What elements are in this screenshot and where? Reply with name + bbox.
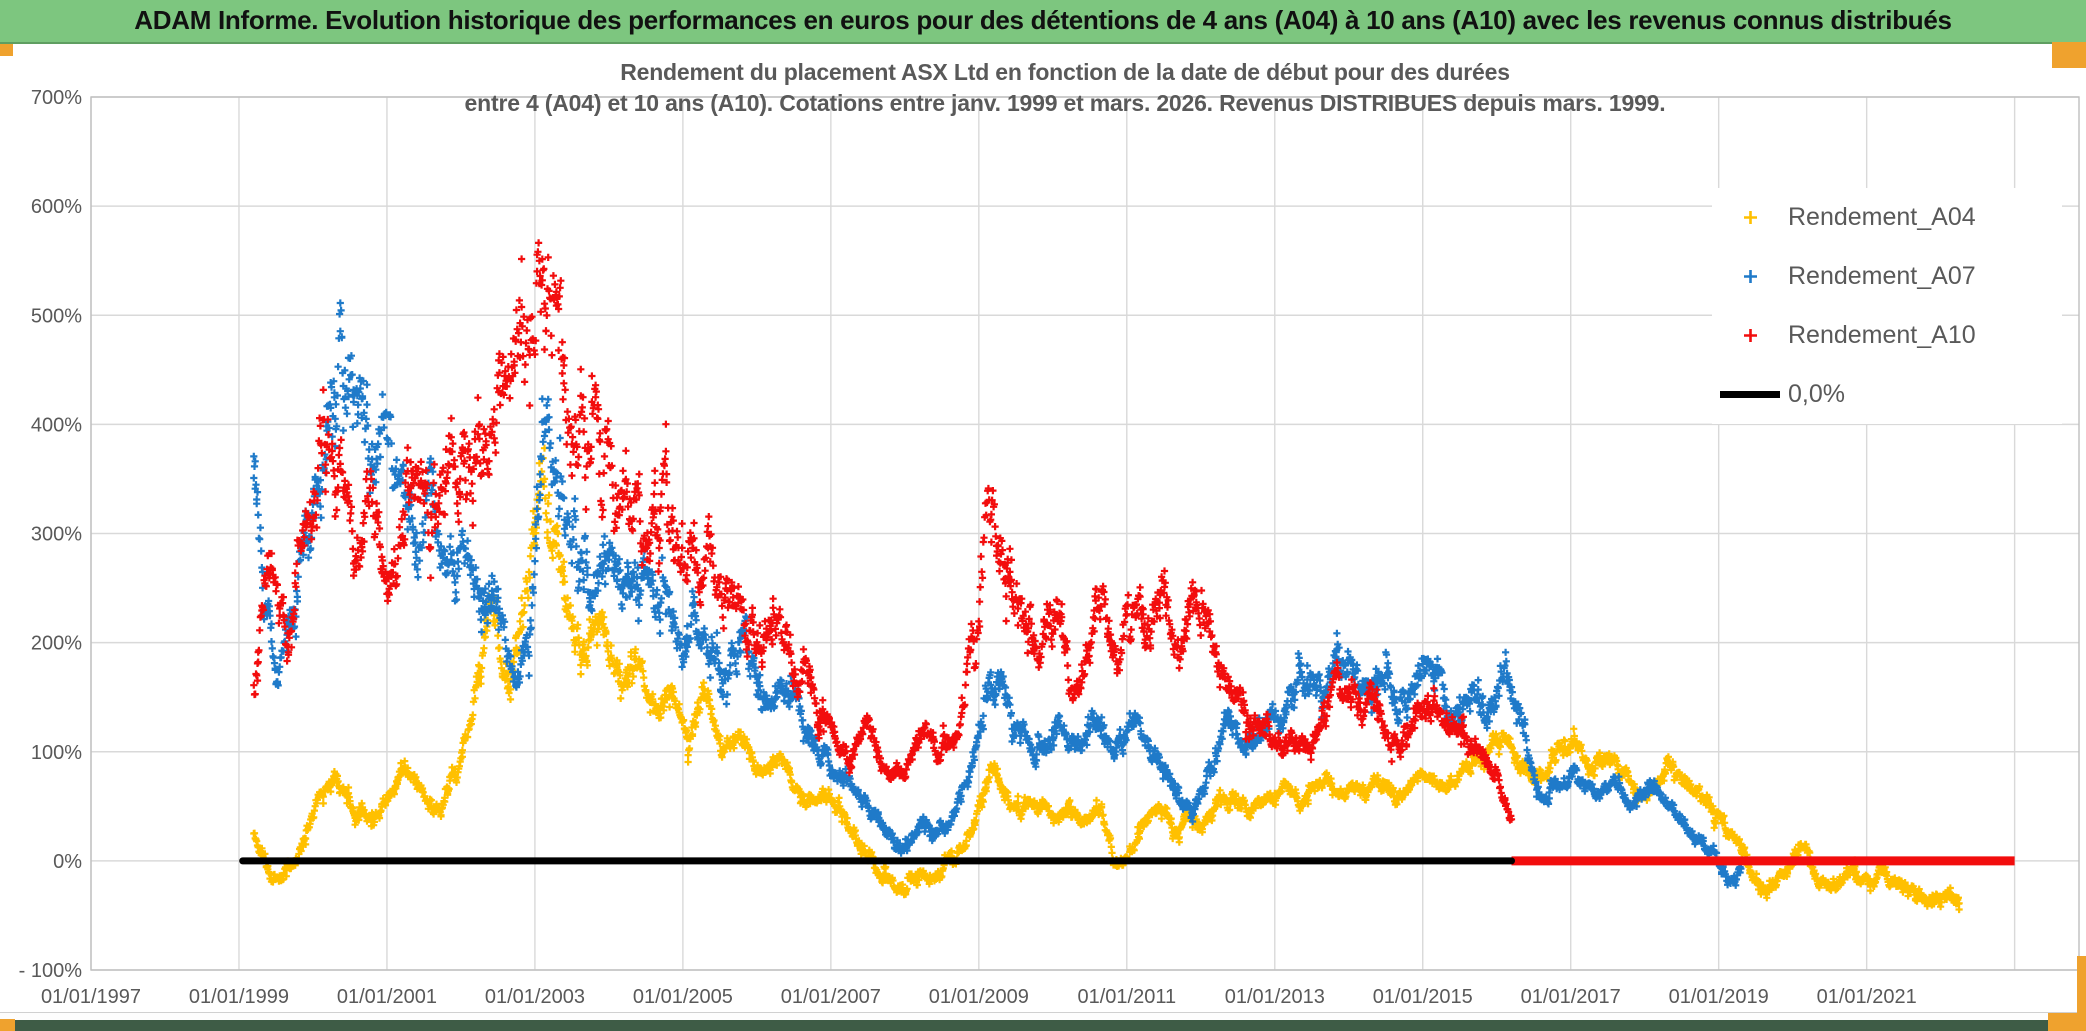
chart-legend: Rendement_A04 Rendement_A07 Rendement_A1…	[1712, 188, 2062, 424]
svg-text:01/01/2021: 01/01/2021	[1817, 986, 1917, 1008]
svg-text:01/01/2013: 01/01/2013	[1225, 986, 1325, 1008]
legend-item-zero-line[interactable]: 0,0%	[1712, 365, 2062, 424]
svg-text:01/01/1999: 01/01/1999	[189, 986, 289, 1008]
corner-accent-top-left	[0, 44, 13, 56]
chart-title-line2: entre 4 (A04) et 10 ans (A10). Cotations…	[464, 90, 1666, 116]
header-bar: ADAM Informe. Evolution historique des p…	[0, 0, 2086, 44]
svg-text:600%: 600%	[31, 196, 82, 218]
svg-text:- 100%: - 100%	[19, 960, 83, 982]
bottom-strip	[0, 1020, 2086, 1031]
zero-line-swatch	[1720, 391, 1780, 398]
svg-text:01/01/1997: 01/01/1997	[41, 986, 141, 1008]
svg-text:200%: 200%	[31, 633, 82, 655]
svg-text:01/01/2007: 01/01/2007	[781, 986, 881, 1008]
svg-text:01/01/2001: 01/01/2001	[337, 986, 437, 1008]
corner-accent-top-right	[2052, 42, 2086, 68]
svg-text:01/01/2005: 01/01/2005	[633, 986, 733, 1008]
legend-label: Rendement_A10	[1788, 321, 1976, 349]
svg-text:700%: 700%	[31, 87, 82, 109]
edge-accent-right	[2077, 956, 2086, 1031]
svg-text:01/01/2019: 01/01/2019	[1669, 986, 1769, 1008]
legend-item-rendement-a07[interactable]: Rendement_A07	[1712, 247, 2062, 306]
chart-title-line1: Rendement du placement ASX Ltd en foncti…	[620, 59, 1510, 85]
svg-text:300%: 300%	[31, 524, 82, 546]
svg-text:100%: 100%	[31, 742, 82, 764]
bottom-band	[0, 1012, 2086, 1021]
legend-label: Rendement_A04	[1788, 203, 1976, 231]
plus-marker-icon	[1712, 327, 1788, 344]
chart-title: Rendement du placement ASX Ltd en foncti…	[340, 57, 1790, 119]
svg-text:500%: 500%	[31, 305, 82, 327]
svg-text:01/01/2017: 01/01/2017	[1521, 986, 1621, 1008]
legend-item-rendement-a04[interactable]: Rendement_A04	[1712, 188, 2062, 247]
svg-text:400%: 400%	[31, 414, 82, 436]
legend-item-rendement-a10[interactable]: Rendement_A10	[1712, 306, 2062, 365]
svg-text:01/01/2015: 01/01/2015	[1373, 986, 1473, 1008]
svg-text:01/01/2009: 01/01/2009	[929, 986, 1029, 1008]
svg-text:01/01/2003: 01/01/2003	[485, 986, 585, 1008]
corner-accent-bottom-left	[0, 1019, 15, 1031]
plus-marker-icon	[1712, 209, 1788, 226]
svg-text:0%: 0%	[53, 851, 82, 873]
plus-marker-icon	[1712, 268, 1788, 285]
legend-label: 0,0%	[1788, 380, 1845, 408]
legend-label: Rendement_A07	[1788, 262, 1976, 290]
svg-text:01/01/2011: 01/01/2011	[1077, 986, 1176, 1008]
corner-accent-bottom-right	[2048, 1013, 2086, 1031]
header-title: ADAM Informe. Evolution historique des p…	[134, 5, 1952, 35]
